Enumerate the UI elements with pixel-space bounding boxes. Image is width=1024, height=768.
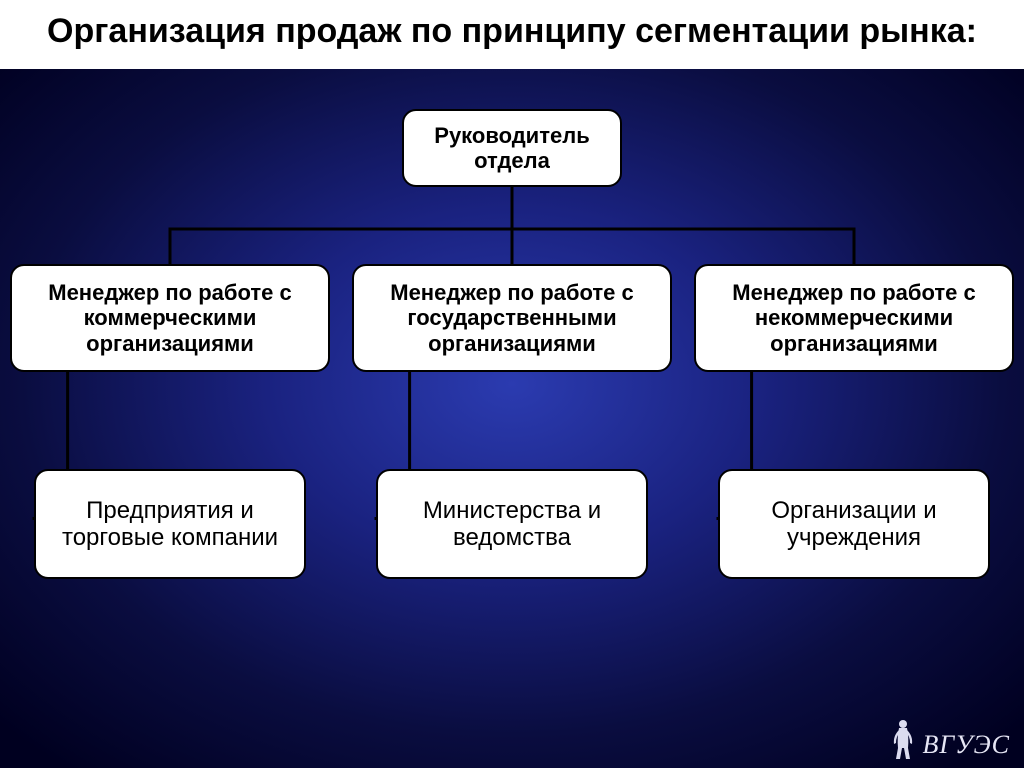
node-c3: Организации и учреждения <box>718 469 990 579</box>
node-m1: Менеджер по работе с коммерческими орган… <box>10 264 330 372</box>
node-c1: Предприятия и торговые компании <box>34 469 306 579</box>
logo-figure-icon <box>890 718 916 760</box>
org-chart: Руководитель отдела Менеджер по работе с … <box>0 69 1024 689</box>
title-bar: Организация продаж по принципу сегментац… <box>0 0 1024 69</box>
footer-logo: ВГУЭС <box>890 718 1010 760</box>
node-m3: Менеджер по работе с некоммерческими орг… <box>694 264 1014 372</box>
slide-title: Организация продаж по принципу сегментац… <box>40 12 984 51</box>
logo-text: ВГУЭС <box>922 730 1010 760</box>
node-c2: Министерства и ведомства <box>376 469 648 579</box>
node-m2: Менеджер по работе с государственными ор… <box>352 264 672 372</box>
node-root: Руководитель отдела <box>402 109 622 187</box>
